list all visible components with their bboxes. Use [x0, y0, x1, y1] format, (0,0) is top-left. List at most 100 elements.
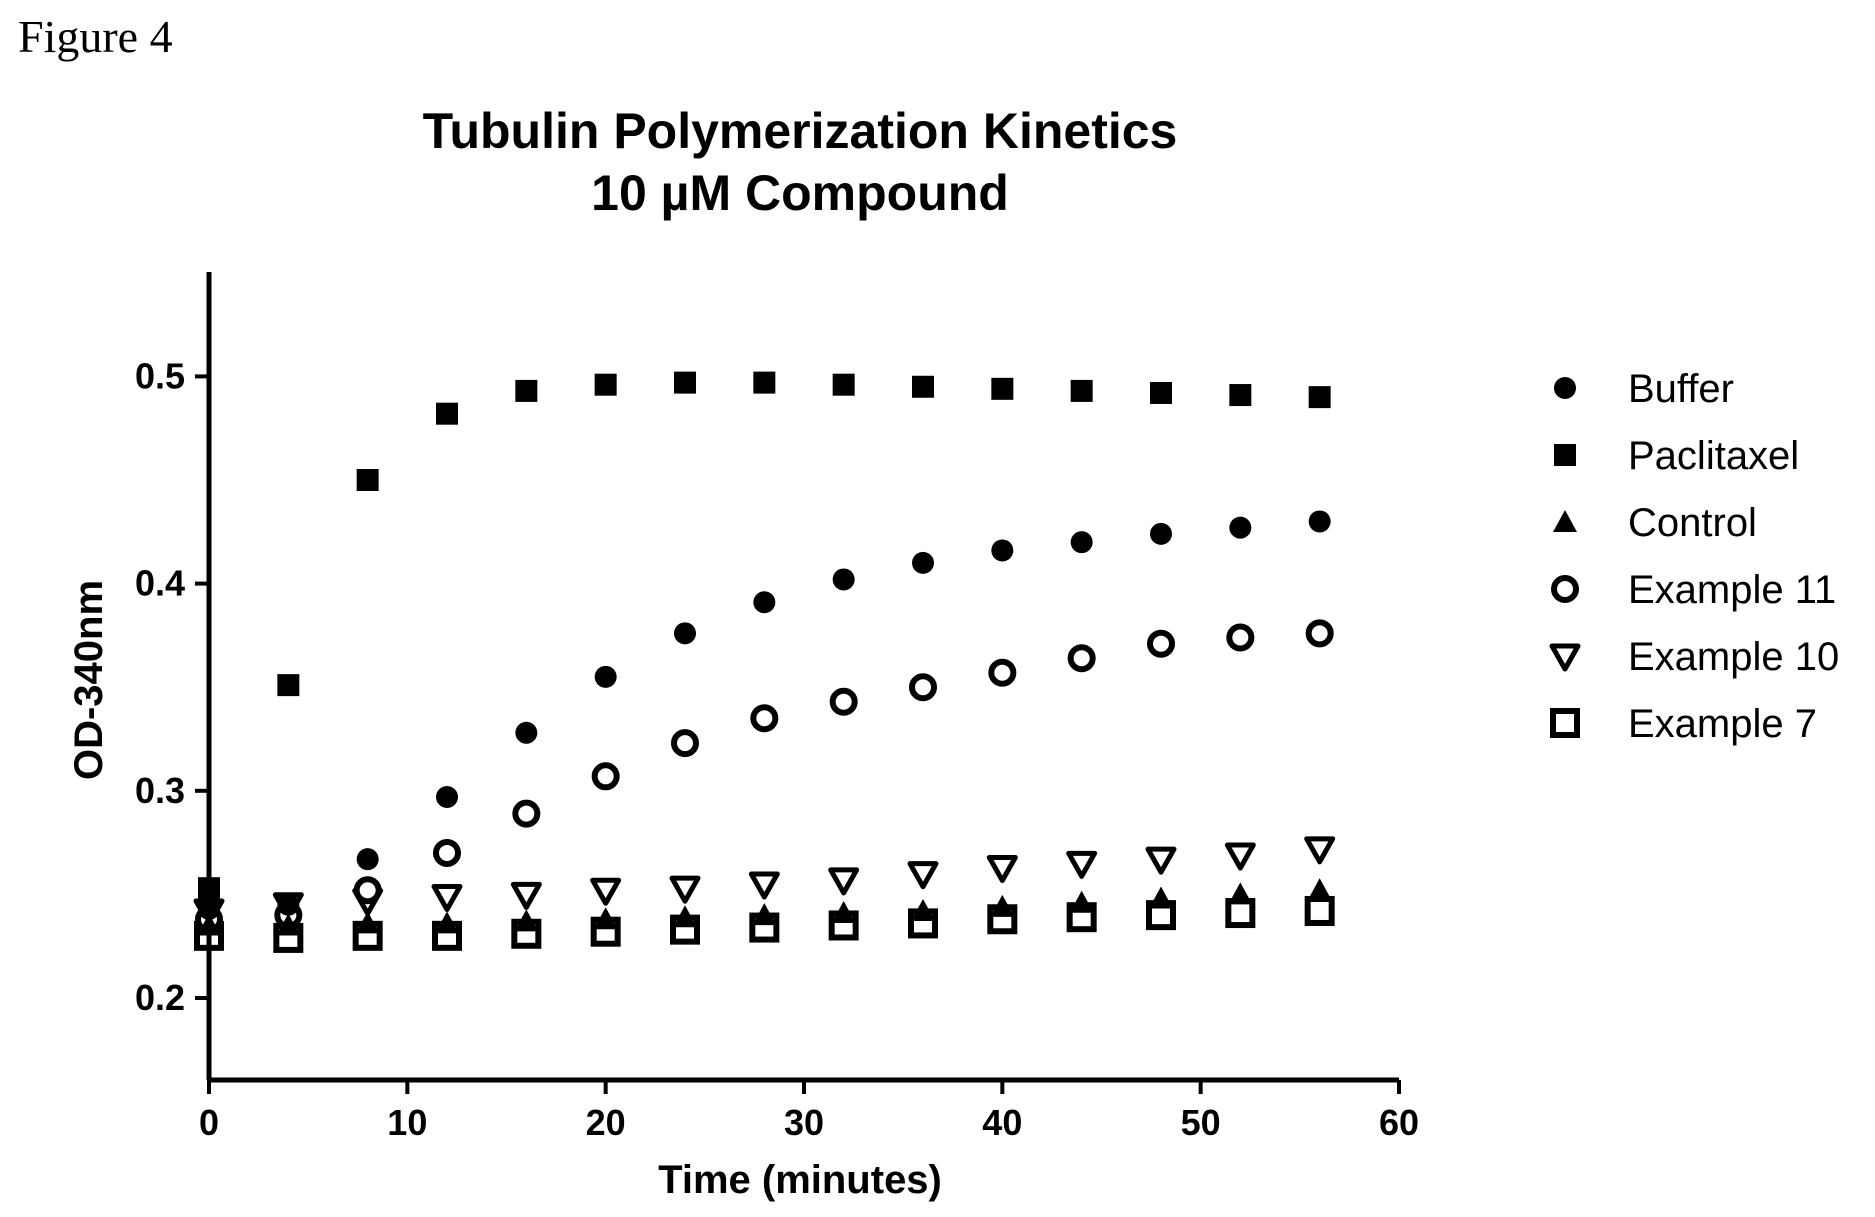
point-example-10 [669, 875, 701, 904]
x-tick-label: 20 [586, 1102, 626, 1143]
point-paclitaxel [832, 373, 855, 396]
x-tick-label: 30 [784, 1102, 824, 1143]
data-points [193, 371, 1336, 953]
point-example-11 [750, 704, 779, 733]
legend: Buffer Paclitaxel Control Example 11 Example… [1549, 367, 1839, 746]
series-control [197, 878, 1332, 936]
point-paclitaxel [1229, 384, 1252, 407]
point-example-11 [1305, 619, 1334, 648]
x-tick-label: 10 [387, 1102, 427, 1143]
point-control [1069, 890, 1094, 913]
point-example-11 [353, 876, 382, 905]
point-buffer [912, 551, 934, 574]
point-paclitaxel [912, 375, 934, 398]
point-buffer [1308, 510, 1331, 533]
axes: 0 10 20 30 40 50 60 0.2 0.3 0.4 0.5 [135, 272, 1419, 1143]
point-control [593, 907, 618, 930]
point-paclitaxel [1308, 386, 1331, 409]
point-control [514, 909, 539, 932]
legend-item-example-10: Example 10 [1549, 635, 1839, 679]
legend-marker-paclitaxel [1554, 444, 1576, 466]
point-paclitaxel [277, 674, 300, 697]
point-buffer [753, 591, 776, 614]
point-example-10 [748, 871, 780, 900]
legend-item-example-11: Example 11 [1551, 568, 1836, 612]
point-example-10 [590, 877, 622, 906]
point-example-11 [512, 799, 541, 828]
legend-label-example-10: Example 10 [1628, 635, 1839, 679]
point-buffer [832, 568, 855, 591]
point-control [197, 913, 221, 936]
point-example-11 [433, 838, 461, 867]
point-paclitaxel [991, 377, 1014, 400]
point-example-10 [986, 854, 1018, 883]
legend-marker-control [1553, 510, 1577, 532]
point-buffer [594, 665, 617, 688]
point-control [911, 898, 935, 921]
series-paclitaxel [198, 371, 1331, 900]
point-example-10 [510, 881, 542, 910]
legend-label-control: Control [1628, 501, 1757, 545]
point-example-7 [1225, 898, 1256, 929]
point-example-11 [909, 673, 937, 702]
point-example-11 [591, 762, 620, 791]
point-control [1307, 878, 1332, 901]
point-example-10 [828, 867, 860, 896]
point-paclitaxel [198, 877, 220, 900]
point-paclitaxel [515, 379, 538, 402]
x-tick-label: 50 [1181, 1102, 1221, 1143]
point-example-10 [1066, 850, 1098, 879]
point-paclitaxel [1150, 381, 1172, 404]
point-buffer [198, 897, 220, 920]
point-example-10 [1304, 836, 1336, 865]
legend-label-buffer: Buffer [1628, 367, 1734, 411]
point-control [752, 903, 777, 926]
y-tick-label: 0.4 [135, 563, 185, 604]
point-buffer [991, 539, 1014, 562]
point-control [355, 911, 380, 934]
chart-subtitle: 10 µM Compound [591, 165, 1009, 221]
point-example-10 [431, 883, 463, 912]
y-tick-label: 0.3 [135, 770, 185, 811]
x-tick-label: 60 [1379, 1102, 1419, 1143]
point-example-11 [988, 658, 1017, 687]
point-buffer [277, 893, 300, 916]
point-example-11 [1067, 644, 1096, 673]
legend-marker-example-11 [1551, 575, 1579, 603]
point-buffer [1229, 516, 1252, 539]
point-control [673, 905, 697, 928]
legend-label-example-7: Example 7 [1628, 702, 1817, 746]
point-example-11 [829, 687, 858, 716]
point-control [831, 901, 856, 924]
point-example-10 [907, 861, 939, 890]
point-example-11 [671, 729, 699, 758]
point-buffer [436, 786, 458, 809]
point-buffer [1070, 531, 1093, 554]
point-paclitaxel [356, 469, 379, 491]
point-example-11 [1226, 623, 1255, 652]
figure-label: Figure 4 [18, 11, 173, 62]
point-buffer [356, 848, 379, 871]
legend-item-buffer: Buffer [1554, 367, 1734, 411]
point-example-10 [1224, 842, 1256, 871]
series-buffer [198, 510, 1331, 920]
legend-item-control: Control [1553, 501, 1757, 545]
point-control [990, 894, 1015, 917]
point-buffer [515, 721, 538, 744]
point-control [1149, 886, 1173, 909]
point-control [1228, 882, 1253, 905]
x-axis-label: Time (minutes) [658, 1158, 942, 1202]
series-example-11 [195, 619, 1334, 934]
point-example-11 [1147, 629, 1175, 658]
point-example-10 [1145, 846, 1177, 875]
point-buffer [1150, 522, 1172, 545]
point-paclitaxel [674, 371, 696, 394]
y-tick-label: 0.5 [135, 355, 185, 396]
legend-label-example-11: Example 11 [1628, 568, 1836, 612]
legend-item-example-7: Example 7 [1550, 702, 1817, 746]
point-buffer [674, 622, 696, 645]
legend-item-paclitaxel: Paclitaxel [1554, 434, 1799, 478]
chart-title: Tubulin Polymerization Kinetics [423, 103, 1178, 159]
legend-marker-example-10 [1549, 643, 1581, 672]
legend-marker-buffer [1554, 377, 1576, 399]
